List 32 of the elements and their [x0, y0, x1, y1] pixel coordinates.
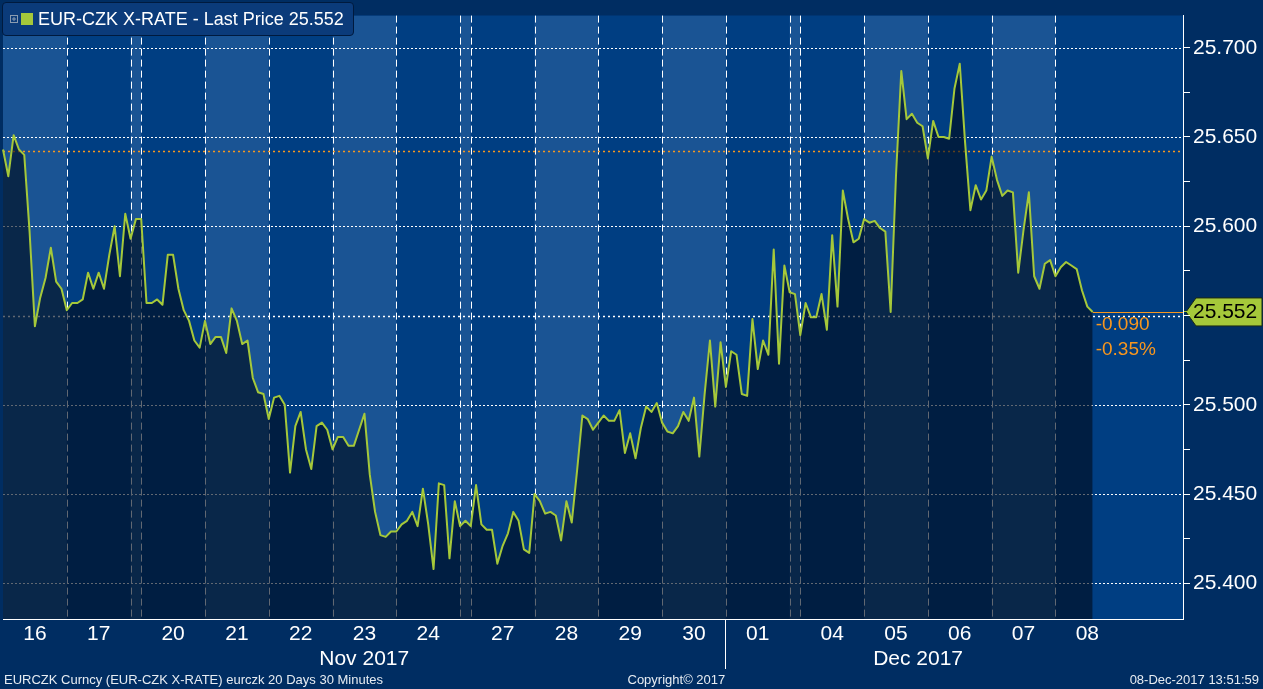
x-tick-label: 01 — [746, 621, 770, 645]
x-tick-label: 27 — [490, 621, 515, 645]
x-tick-label: 28 — [554, 621, 579, 645]
x-tick-label: 24 — [416, 621, 441, 645]
legend-label: EUR-CZK X-RATE - Last Price 25.552 — [38, 8, 344, 30]
x-tick-label: 29 — [618, 621, 642, 645]
x-tick-label: 04 — [820, 621, 845, 645]
x-tick-label: 07 — [1011, 621, 1036, 645]
x-tick-label: 23 — [352, 621, 377, 645]
text: 08-Dec-2017 13:51:59 — [1129, 671, 1259, 687]
x-tick-label: 20 — [161, 621, 185, 645]
y-tick-label: 25.500 — [1193, 391, 1258, 415]
x-tick-label: 05 — [884, 621, 908, 645]
x2-tick-label: Nov 2017 — [319, 646, 410, 670]
y-tick-label: 25.552 — [1193, 298, 1258, 322]
annotation: -0.090 — [1095, 313, 1150, 335]
y-tick-label: 25.650 — [1193, 123, 1258, 147]
x-tick-label: 22 — [288, 621, 313, 645]
x-tick-label: 30 — [682, 621, 706, 645]
x-tick-label: 16 — [23, 621, 47, 645]
y-tick-label: 25.700 — [1193, 34, 1258, 58]
x-tick-label: 17 — [87, 621, 111, 645]
y-tick-label: 25.400 — [1193, 570, 1258, 594]
y-tick-label: 25.450 — [1193, 480, 1258, 504]
x2-tick-label: Dec 2017 — [873, 646, 964, 670]
x-tick-label: 21 — [225, 621, 249, 645]
x-tick-label: 08 — [1075, 621, 1099, 645]
y-tick-label: 25.600 — [1193, 213, 1258, 237]
text: Copyright© 2017 — [627, 671, 726, 687]
text: EURCZK Curncy (EUR-CZK X-RATE) eurczk 20 Days 30 Minutes — [4, 671, 384, 687]
annotation: -0.35% — [1095, 338, 1156, 360]
x-tick-label: 06 — [948, 621, 972, 645]
